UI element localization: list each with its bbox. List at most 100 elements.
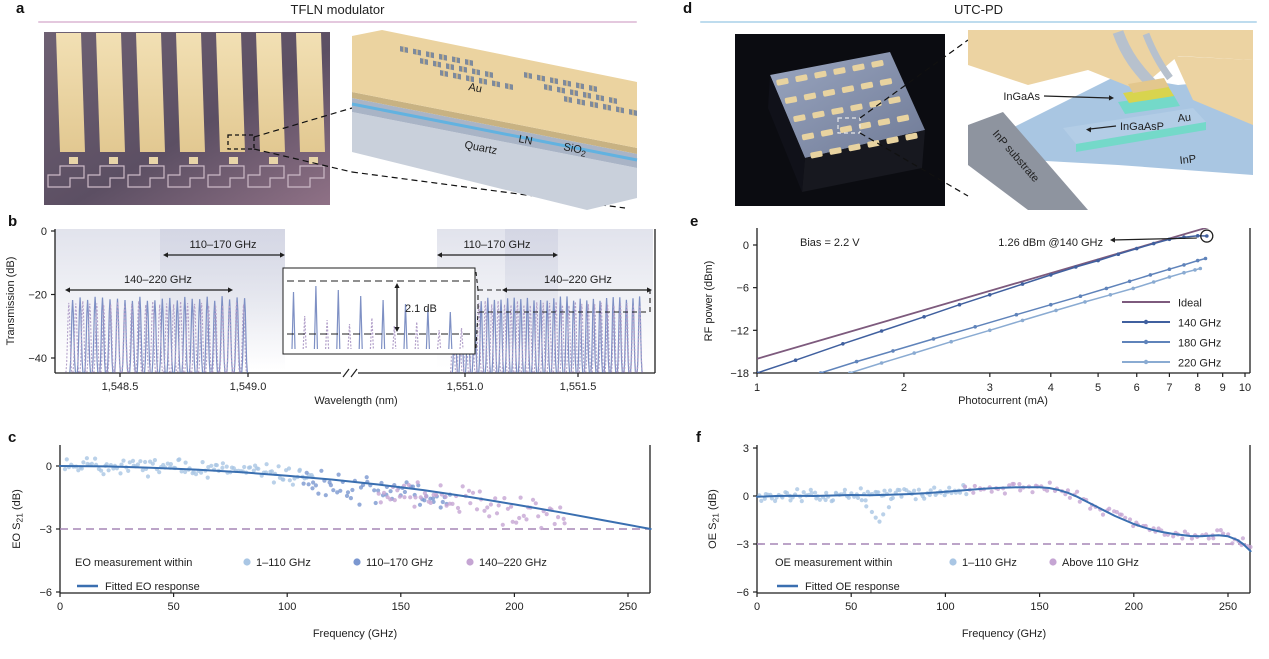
bond-pad [810, 150, 823, 159]
y-axis-label: OE S21 (dB) [707, 489, 721, 549]
data-point [127, 460, 132, 465]
x-tick-label: 9 [1220, 382, 1226, 394]
inset-peak [381, 299, 386, 350]
x-tick-label: 10 [1239, 382, 1251, 394]
resonance-comb-blue [69, 296, 248, 373]
data-point [927, 492, 932, 498]
data-point [89, 461, 94, 466]
data-point [150, 461, 155, 466]
inset-peak [302, 315, 307, 350]
data-point [410, 484, 415, 489]
bond-pad [860, 81, 874, 90]
ingaasp-stack [1118, 94, 1180, 114]
data-point [455, 505, 461, 511]
data-point [319, 468, 324, 473]
panel-e-letter: e [690, 213, 699, 230]
x-tick-label: 1,548.5 [102, 381, 139, 393]
data-point [256, 466, 261, 471]
ingaasp-edge [1076, 122, 1206, 152]
y-tick-label: 3 [743, 443, 749, 455]
data-point [93, 456, 98, 461]
data-point [510, 519, 515, 524]
data-point [79, 466, 84, 471]
x-axis-label: Frequency (GHz) [962, 628, 1046, 640]
electrode-stripe [136, 33, 165, 152]
gold-top-electrode [968, 30, 1253, 90]
panel-a-letter: a [16, 0, 25, 17]
data-point [364, 475, 369, 480]
data-point [1180, 536, 1185, 541]
waveguide-trace [247, 165, 285, 188]
legend-item-label: 140–220 GHz [479, 557, 547, 569]
bond-pad [848, 143, 861, 152]
data-point [248, 465, 253, 470]
peak-annotation: 1.26 dBm @140 GHz [998, 237, 1103, 249]
data-point [1182, 270, 1186, 275]
data-point [957, 302, 962, 307]
data-point [269, 469, 274, 474]
legend-intro: EO measurement within [75, 557, 192, 569]
bond-pad [852, 63, 865, 72]
bond-pad [877, 118, 891, 126]
data-point [1167, 275, 1172, 279]
data-point [316, 491, 321, 496]
data-point [140, 468, 145, 473]
data-point [177, 457, 182, 462]
data-point [422, 498, 427, 503]
chip-top-face [770, 52, 925, 158]
data-point [539, 525, 544, 531]
data-point [1002, 491, 1008, 496]
x-tick-label: 0 [57, 601, 63, 613]
data-point [949, 339, 953, 344]
sio2-label: SiO2 [562, 141, 587, 159]
bond-pad [829, 147, 842, 155]
arrowhead [1108, 95, 1114, 101]
data-point [415, 480, 420, 485]
contact-pad [189, 157, 198, 164]
bond-pad [814, 70, 827, 79]
data-point [1030, 490, 1035, 495]
data-point [912, 488, 917, 493]
range-label: 110–170 GHz [189, 239, 256, 251]
contact-pad [69, 157, 78, 164]
data-point [431, 496, 436, 501]
data-point [922, 315, 926, 319]
data-point [556, 515, 561, 520]
bond-pad [879, 78, 893, 86]
data-point [372, 488, 377, 493]
data-point [876, 490, 881, 495]
range-label: 140–220 GHz [124, 274, 192, 286]
waveguide-trace [207, 165, 245, 188]
inset-peak [336, 289, 341, 350]
data-point [888, 488, 893, 493]
data-point [769, 496, 775, 501]
x-tick-label: 0 [754, 601, 760, 613]
data-point [438, 505, 443, 510]
data-point [1171, 534, 1176, 539]
contact-pad [109, 157, 118, 164]
data-point [200, 460, 205, 465]
data-point [813, 490, 818, 495]
data-point [879, 361, 884, 365]
x-tick-label: 4 [1048, 382, 1054, 394]
data-point [474, 507, 480, 512]
data-point [989, 489, 994, 494]
y-tick-label: −6 [736, 283, 749, 295]
contact-pad [149, 157, 158, 164]
data-point [799, 499, 804, 504]
x-tick-label: 150 [1030, 601, 1048, 613]
data-point [344, 493, 350, 498]
data-point [412, 504, 417, 509]
data-point [1045, 488, 1050, 493]
resonance-comb-purple [450, 300, 643, 373]
data-point [466, 488, 472, 493]
y-tick-label: 0 [46, 461, 52, 473]
y-axis-label: RF power (dBm) [703, 261, 715, 342]
data-point [1198, 266, 1203, 271]
bond-pad [803, 92, 817, 101]
extinction-inset: 2.1 dB [282, 267, 476, 355]
data-point [1075, 489, 1080, 494]
data-point [1218, 528, 1223, 533]
data-point [193, 472, 199, 477]
